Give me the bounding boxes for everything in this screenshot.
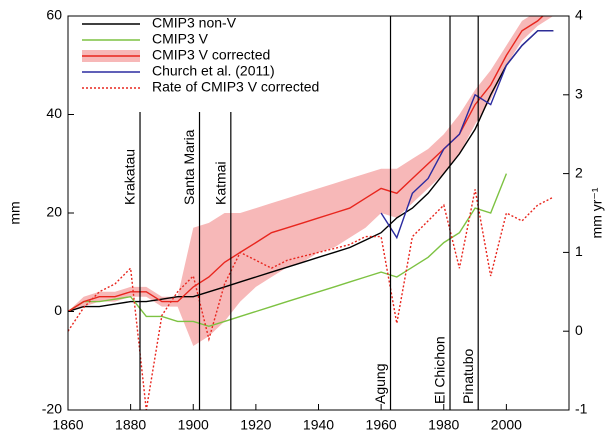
legend-label: Rate of CMIP3 V corrected [152,79,319,95]
y-tick-label: 20 [46,204,62,220]
legend-label: CMIP3 V [152,31,209,47]
legend-label: CMIP3 V corrected [152,47,270,63]
x-tick-label: 1900 [178,417,209,433]
y2-tick-label: -1 [575,401,588,417]
x-tick-label: 1980 [428,417,459,433]
event-label: Pinatubo [460,349,476,404]
y-tick-label: 0 [54,302,62,318]
y-tick-label: 60 [46,7,62,23]
y2-tick-label: 3 [575,86,583,102]
event-label: Agung [372,364,388,404]
x-tick-label: 1960 [366,417,397,433]
x-tick-label: 1860 [52,417,83,433]
legend-label: CMIP3 non-V [152,15,237,31]
x-tick-label: 2000 [491,417,522,433]
series-line [68,173,508,328]
y-tick-label: 40 [46,105,62,121]
series-line [68,16,544,313]
plot-area [68,16,554,410]
series-line [380,30,554,240]
series-line [68,189,554,410]
y2-tick-label: 0 [575,322,583,338]
event-label: Krakatau [122,149,138,205]
y-axis-label: mm [7,201,23,224]
event-label: Santa Maria [181,129,197,205]
x-tick-label: 1920 [240,417,271,433]
y2-tick-label: 4 [575,7,583,23]
legend-label: Church et al. (2011) [152,63,275,79]
x-tick-label: 1940 [303,417,334,433]
series-line [68,30,554,313]
y2-tick-label: 1 [575,243,583,259]
x-tick-label: 1880 [115,417,146,433]
y-tick-label: -20 [42,401,62,417]
y2-tick-label: 2 [575,164,583,180]
event-label: Katmai [213,161,229,205]
uncertainty-band [68,16,554,346]
y2-axis-label: mm yr⁻¹ [589,187,605,238]
event-label: El Chichon [432,336,448,404]
